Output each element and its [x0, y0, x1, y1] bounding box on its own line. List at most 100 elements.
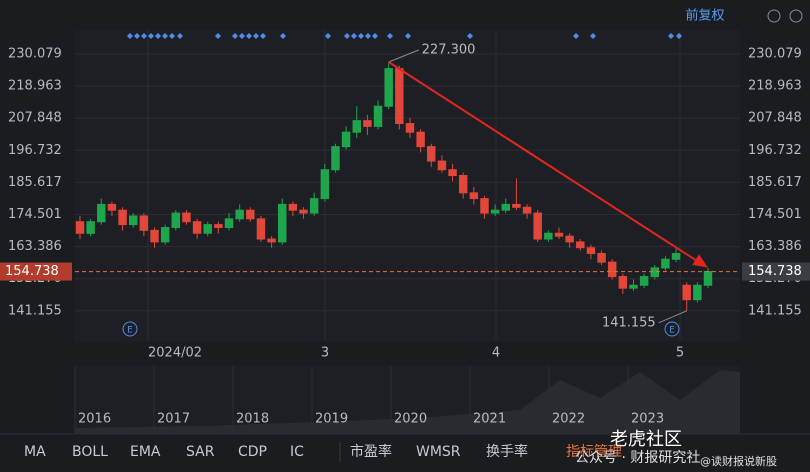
high-leader	[388, 49, 419, 63]
y-tick-label: 141.155	[8, 303, 62, 318]
event-marker	[405, 33, 411, 39]
event-marker	[127, 33, 133, 39]
navigator-year: 2018	[236, 412, 269, 427]
candle-body	[139, 215, 149, 231]
candle-body	[427, 146, 436, 162]
current-price-badge-right	[742, 262, 810, 281]
y-tick-label-right: 185.617	[748, 175, 802, 190]
candle-body	[384, 68, 393, 107]
candle-body	[341, 131, 351, 148]
y-tick-label-right: 218.963	[748, 79, 802, 94]
toolbar-icons	[767, 9, 803, 23]
candle-body	[458, 175, 468, 194]
event-marker	[177, 33, 183, 39]
event-marker	[344, 33, 350, 39]
y-tick-label-right: 230.079	[748, 47, 802, 62]
candle-body	[544, 232, 553, 240]
low-label: 141.155	[602, 315, 656, 330]
candle-body	[373, 105, 383, 127]
candle-body	[416, 131, 425, 148]
event-marker	[573, 33, 579, 39]
indicator-tab[interactable]: MA	[24, 444, 46, 460]
candle-body	[171, 212, 181, 228]
event-marker	[215, 33, 221, 39]
navigator-year: 2017	[157, 412, 190, 427]
current-price-badge-left	[0, 262, 72, 281]
indicator-tab[interactable]: CDP	[238, 444, 267, 460]
candle-body	[522, 206, 532, 214]
y-tick-label: 185.617	[8, 175, 62, 190]
candle-body	[639, 276, 649, 286]
candle-body	[448, 169, 457, 177]
candle-body	[128, 215, 138, 226]
event-marker	[365, 33, 371, 39]
candle-body	[118, 209, 127, 226]
candle-body	[661, 258, 670, 269]
watermark-handle: @读财报说新股	[700, 454, 777, 468]
candle-body	[86, 221, 95, 234]
candle-body	[352, 120, 361, 133]
candle-body	[682, 284, 691, 301]
candle-body	[192, 221, 202, 234]
candle-body	[618, 276, 628, 289]
event-marker	[162, 33, 168, 39]
candle-body	[703, 271, 713, 286]
y-tick-label-right: 196.732	[748, 143, 802, 158]
candle-body	[650, 267, 660, 278]
y-tick-label-right: 141.155	[748, 303, 802, 318]
event-marker	[467, 33, 473, 39]
candle-body	[671, 252, 681, 260]
event-marker	[668, 33, 674, 39]
candle-body	[224, 218, 234, 228]
y-tick-label: 196.732	[8, 143, 62, 158]
candle-body	[182, 212, 191, 223]
indicator-tab[interactable]: 指标管理	[566, 444, 622, 460]
event-marker	[358, 33, 364, 39]
event-marker	[325, 33, 331, 39]
indicator-tab[interactable]: IC	[290, 444, 304, 460]
indicator-tab[interactable]: 市盈率	[350, 443, 392, 460]
y-tick-label-right: 174.501	[748, 207, 802, 222]
plot-area	[75, 30, 740, 342]
y-tick-label: 218.963	[8, 79, 62, 94]
event-marker	[253, 33, 259, 39]
y-tick-label: 230.079	[8, 47, 62, 62]
indicator-tab[interactable]: WMSR	[416, 444, 461, 460]
x-tick-label: 5	[676, 346, 684, 361]
event-marker	[232, 33, 238, 39]
candle-body	[501, 203, 510, 211]
low-leader	[658, 310, 687, 324]
event-marker	[280, 33, 286, 39]
earnings-icon	[122, 321, 138, 337]
indicator-tab[interactable]: SAR	[186, 444, 215, 460]
candle-body	[629, 284, 638, 289]
x-tick-label: 3	[321, 346, 329, 361]
earnings-icon	[664, 321, 680, 337]
candle-body	[331, 146, 340, 171]
x-tick-label: 4	[492, 346, 500, 361]
candle-body	[490, 209, 500, 214]
indicator-tab[interactable]: BOLL	[72, 444, 108, 460]
candle-body	[469, 192, 479, 200]
indicator-tab[interactable]: 换手率	[486, 443, 528, 460]
y-tick-label-right: 163.386	[748, 239, 802, 254]
candle-body	[554, 232, 564, 237]
candle-body	[597, 252, 606, 263]
current-price-label-right: 154.738	[748, 264, 802, 279]
event-marker	[239, 33, 245, 39]
candle-body	[267, 238, 276, 243]
y-tick-label: 163.386	[8, 239, 62, 254]
candle-body	[607, 261, 617, 278]
candle-body	[150, 229, 159, 243]
event-marker	[676, 33, 682, 39]
event-marker	[141, 33, 147, 39]
x-tick-label: 2024/02	[148, 346, 202, 361]
event-marker	[260, 33, 266, 39]
adjust-mode[interactable]: 前复权	[685, 8, 724, 24]
navigator-year: 2021	[473, 412, 506, 427]
candle-body	[395, 68, 404, 125]
earnings-icon-letter: E	[127, 326, 133, 336]
indicator-tab[interactable]: EMA	[130, 444, 161, 460]
candle-body	[235, 209, 244, 220]
event-marker	[351, 33, 357, 39]
